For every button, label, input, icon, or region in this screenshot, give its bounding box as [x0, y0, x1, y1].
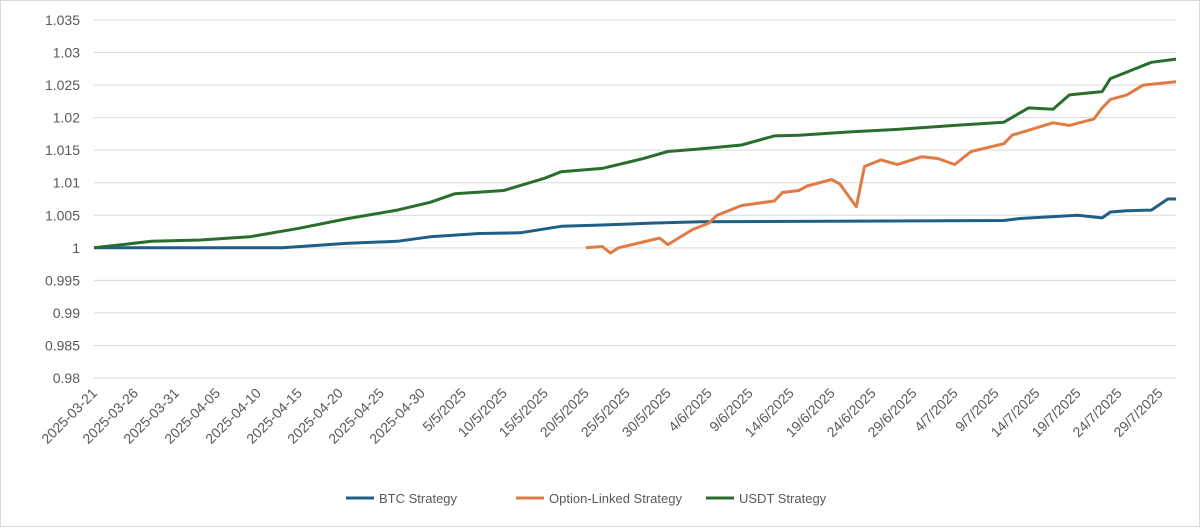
- series-line-btc-strategy: [94, 197, 1176, 250]
- legend-label: USDT Strategy: [739, 491, 827, 506]
- legend-label: BTC Strategy: [379, 491, 458, 506]
- y-tick-label: 0.985: [45, 337, 80, 353]
- y-tick-label: 1.03: [53, 45, 80, 61]
- x-tick-label: 4/6/2025: [665, 385, 715, 435]
- y-tick-label: 0.99: [53, 305, 80, 321]
- x-tick-label: 4/7/2025: [911, 385, 961, 435]
- y-tick-label: 1.015: [45, 142, 80, 158]
- y-tick-label: 1.005: [45, 207, 80, 223]
- y-tick-label: 1: [72, 240, 80, 256]
- y-tick-label: 0.98: [53, 370, 80, 386]
- y-tick-label: 0.995: [45, 272, 80, 288]
- series-line-option-linked-strategy: [585, 80, 1177, 255]
- y-tick-label: 1.035: [45, 12, 80, 28]
- y-tick-label: 1.025: [45, 77, 80, 93]
- y-tick-label: 1.01: [53, 175, 80, 191]
- series-line-usdt-strategy: [93, 57, 1177, 250]
- y-tick-label: 1.02: [53, 110, 80, 126]
- legend-label: Option-Linked Strategy: [549, 491, 682, 506]
